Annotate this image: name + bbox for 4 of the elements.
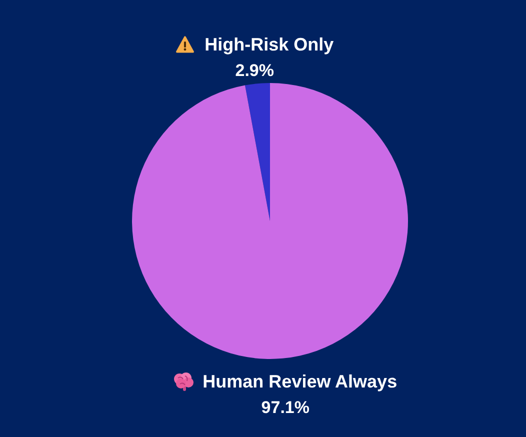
data-label: 97.1% (261, 398, 310, 417)
slice-label: High-Risk Only (204, 34, 334, 55)
slice-label: Human Review Always (202, 371, 398, 392)
data-label: 2.9% (235, 61, 274, 80)
